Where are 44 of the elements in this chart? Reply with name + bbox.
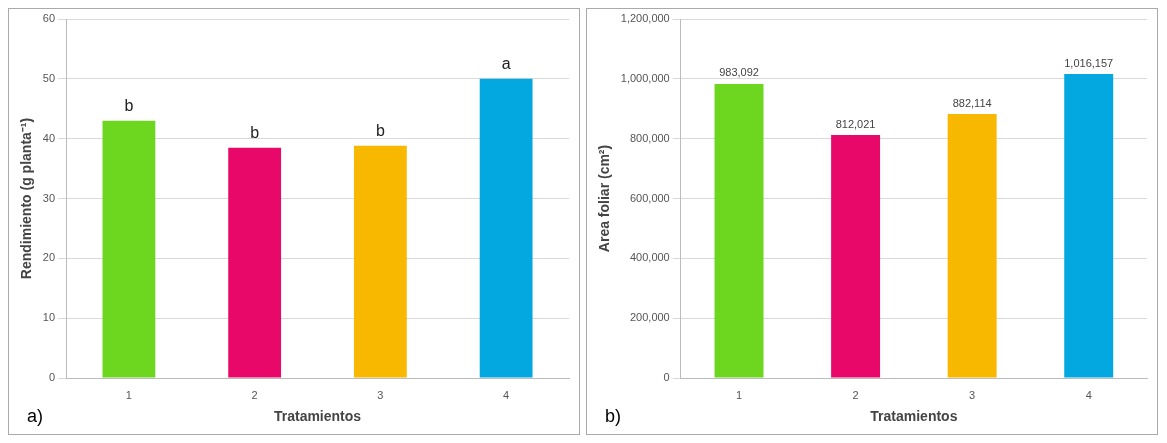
y-tick-label: 30 [42, 191, 56, 204]
y-tick-label: 800,000 [629, 131, 670, 144]
y-tick-label: 0 [48, 371, 56, 384]
y-tick-label: 600,000 [629, 191, 670, 204]
x-tick-label: 3 [377, 388, 384, 401]
data-label: 812,021 [835, 117, 876, 130]
data-label: 983,092 [719, 66, 759, 79]
x-tick-label: 4 [503, 388, 510, 401]
bar [947, 114, 997, 378]
annotation: a [501, 55, 511, 73]
text: b) [605, 405, 622, 426]
y-axis-title: Area foliar (cm²) [596, 144, 613, 253]
annotation: b [124, 97, 134, 115]
y-tick-label: 0 [663, 371, 670, 384]
y-tick-label: 400,000 [629, 251, 670, 264]
x-tick-label: 3 [969, 388, 976, 401]
y-tick-label: 20 [42, 251, 56, 264]
y-tick-label: 10 [42, 311, 56, 324]
annotation: b [250, 124, 260, 142]
data-label: 882,114 [952, 96, 992, 109]
bar [228, 147, 282, 378]
y-tick-label: 200,000 [629, 311, 670, 324]
bar [479, 78, 533, 378]
bar [102, 120, 156, 378]
bar [1064, 74, 1114, 378]
x-tick-label: 1 [125, 388, 132, 401]
bar [353, 145, 407, 378]
y-tick-label: 50 [42, 71, 56, 84]
y-axis-title: Rendimiento (g planta⁻¹) [18, 117, 35, 280]
x-tick-label: 2 [251, 388, 258, 401]
y-tick-label: 60 [42, 12, 56, 25]
x-tick-label: 4 [1085, 388, 1092, 401]
annotation: b [375, 122, 385, 140]
bar [714, 83, 764, 378]
y-tick-label: 1,000,000 [620, 71, 670, 84]
data-label: 1,016,157 [1064, 56, 1114, 69]
text: a) [27, 405, 44, 426]
x-axis-title: Tratamientos [273, 408, 362, 425]
x-tick-label: 1 [735, 388, 743, 401]
bar [831, 135, 881, 378]
y-tick-label: 1,200,000 [620, 12, 670, 25]
x-tick-label: 2 [852, 388, 859, 401]
y-tick-label: 40 [42, 131, 56, 144]
x-axis-title: Tratamientos [870, 408, 958, 425]
